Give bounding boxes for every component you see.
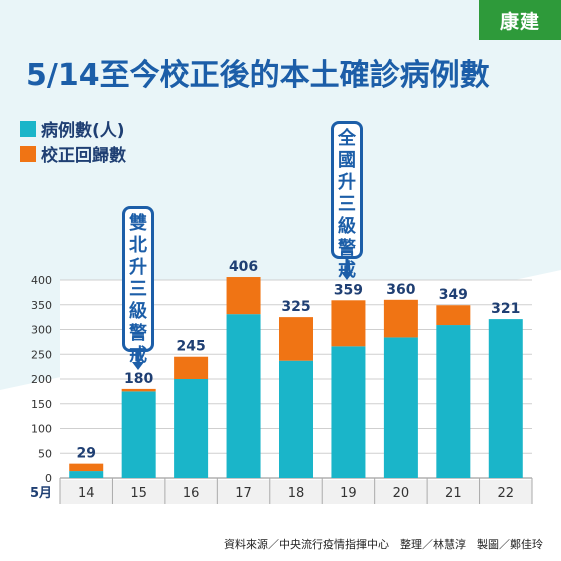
x-axis-band (60, 480, 532, 504)
bar-cases (121, 391, 156, 478)
callout-arrow-nation-head (341, 272, 353, 280)
y-tick-label: 0 (45, 472, 52, 485)
bar-total-label: 406 (229, 259, 258, 275)
x-tick-label: 16 (183, 486, 200, 501)
brand-logo: 康建 (479, 0, 561, 40)
y-tick-label: 400 (31, 274, 52, 287)
bar-backlog (436, 305, 471, 326)
legend-label-cases: 病例數(人) (41, 121, 125, 141)
bar-total-label: 180 (124, 371, 153, 387)
bar-total-label: 245 (176, 339, 205, 355)
x-tick-label: 22 (498, 486, 515, 501)
x-axis-month-label: 5月 (30, 486, 52, 501)
bar-backlog (331, 300, 366, 347)
bar-total-label: 360 (386, 282, 415, 298)
bar-cases (226, 314, 261, 478)
bar-cases (174, 379, 209, 478)
x-tick-label: 19 (340, 486, 357, 501)
bar-total-label: 359 (334, 282, 363, 298)
bar-backlog (121, 388, 156, 392)
bar-total-label: 321 (491, 301, 520, 317)
x-tick-label: 18 (288, 486, 305, 501)
y-tick-label: 100 (31, 423, 52, 436)
callout-nation-alert: 全國升三級警戒 (331, 121, 363, 281)
y-tick-label: 250 (31, 348, 52, 361)
bar-cases (69, 471, 104, 478)
bar-cases (436, 325, 471, 478)
y-tick-label: 300 (31, 324, 52, 337)
x-tick-label: 17 (235, 486, 252, 501)
bar-cases (279, 360, 313, 478)
y-tick-label: 350 (31, 299, 52, 312)
legend-swatch-cases (20, 120, 36, 137)
y-tick-label: 150 (31, 398, 52, 411)
bar-cases (488, 319, 523, 478)
bar-backlog (226, 277, 261, 315)
x-tick-label: 14 (78, 486, 95, 501)
y-tick-label: 200 (31, 373, 52, 386)
bar-backlog (279, 317, 313, 361)
bar-total-label: 29 (76, 446, 95, 462)
bar-total-label: 349 (439, 287, 468, 303)
legend-swatch-backlog (20, 145, 36, 162)
bar-backlog (174, 356, 209, 379)
legend-item-cases: 病例數(人) (20, 116, 125, 141)
x-tick-label: 15 (130, 486, 147, 501)
bar-total-label: 325 (281, 299, 310, 315)
source-credit: 資料來源／中央流行疫情指揮中心 整理／林慧淳 製圖／鄭佳玲 (224, 538, 543, 551)
chart-title: 5/14至今校正後的本土確診病例數 (26, 58, 490, 93)
x-tick-label: 21 (445, 486, 462, 501)
x-tick-label: 20 (393, 486, 410, 501)
bar-cases (383, 337, 418, 478)
callout-taipei-alert: 雙北升三級警戒 (122, 206, 154, 366)
y-tick-label: 50 (38, 447, 52, 460)
bar-backlog (69, 463, 104, 472)
legend-label-backlog: 校正回歸數 (41, 146, 126, 166)
bar-cases (331, 346, 366, 478)
legend-item-backlog: 校正回歸數 (20, 141, 126, 166)
callout-arrow-taipei-head (132, 362, 144, 370)
bar-backlog (383, 299, 418, 338)
